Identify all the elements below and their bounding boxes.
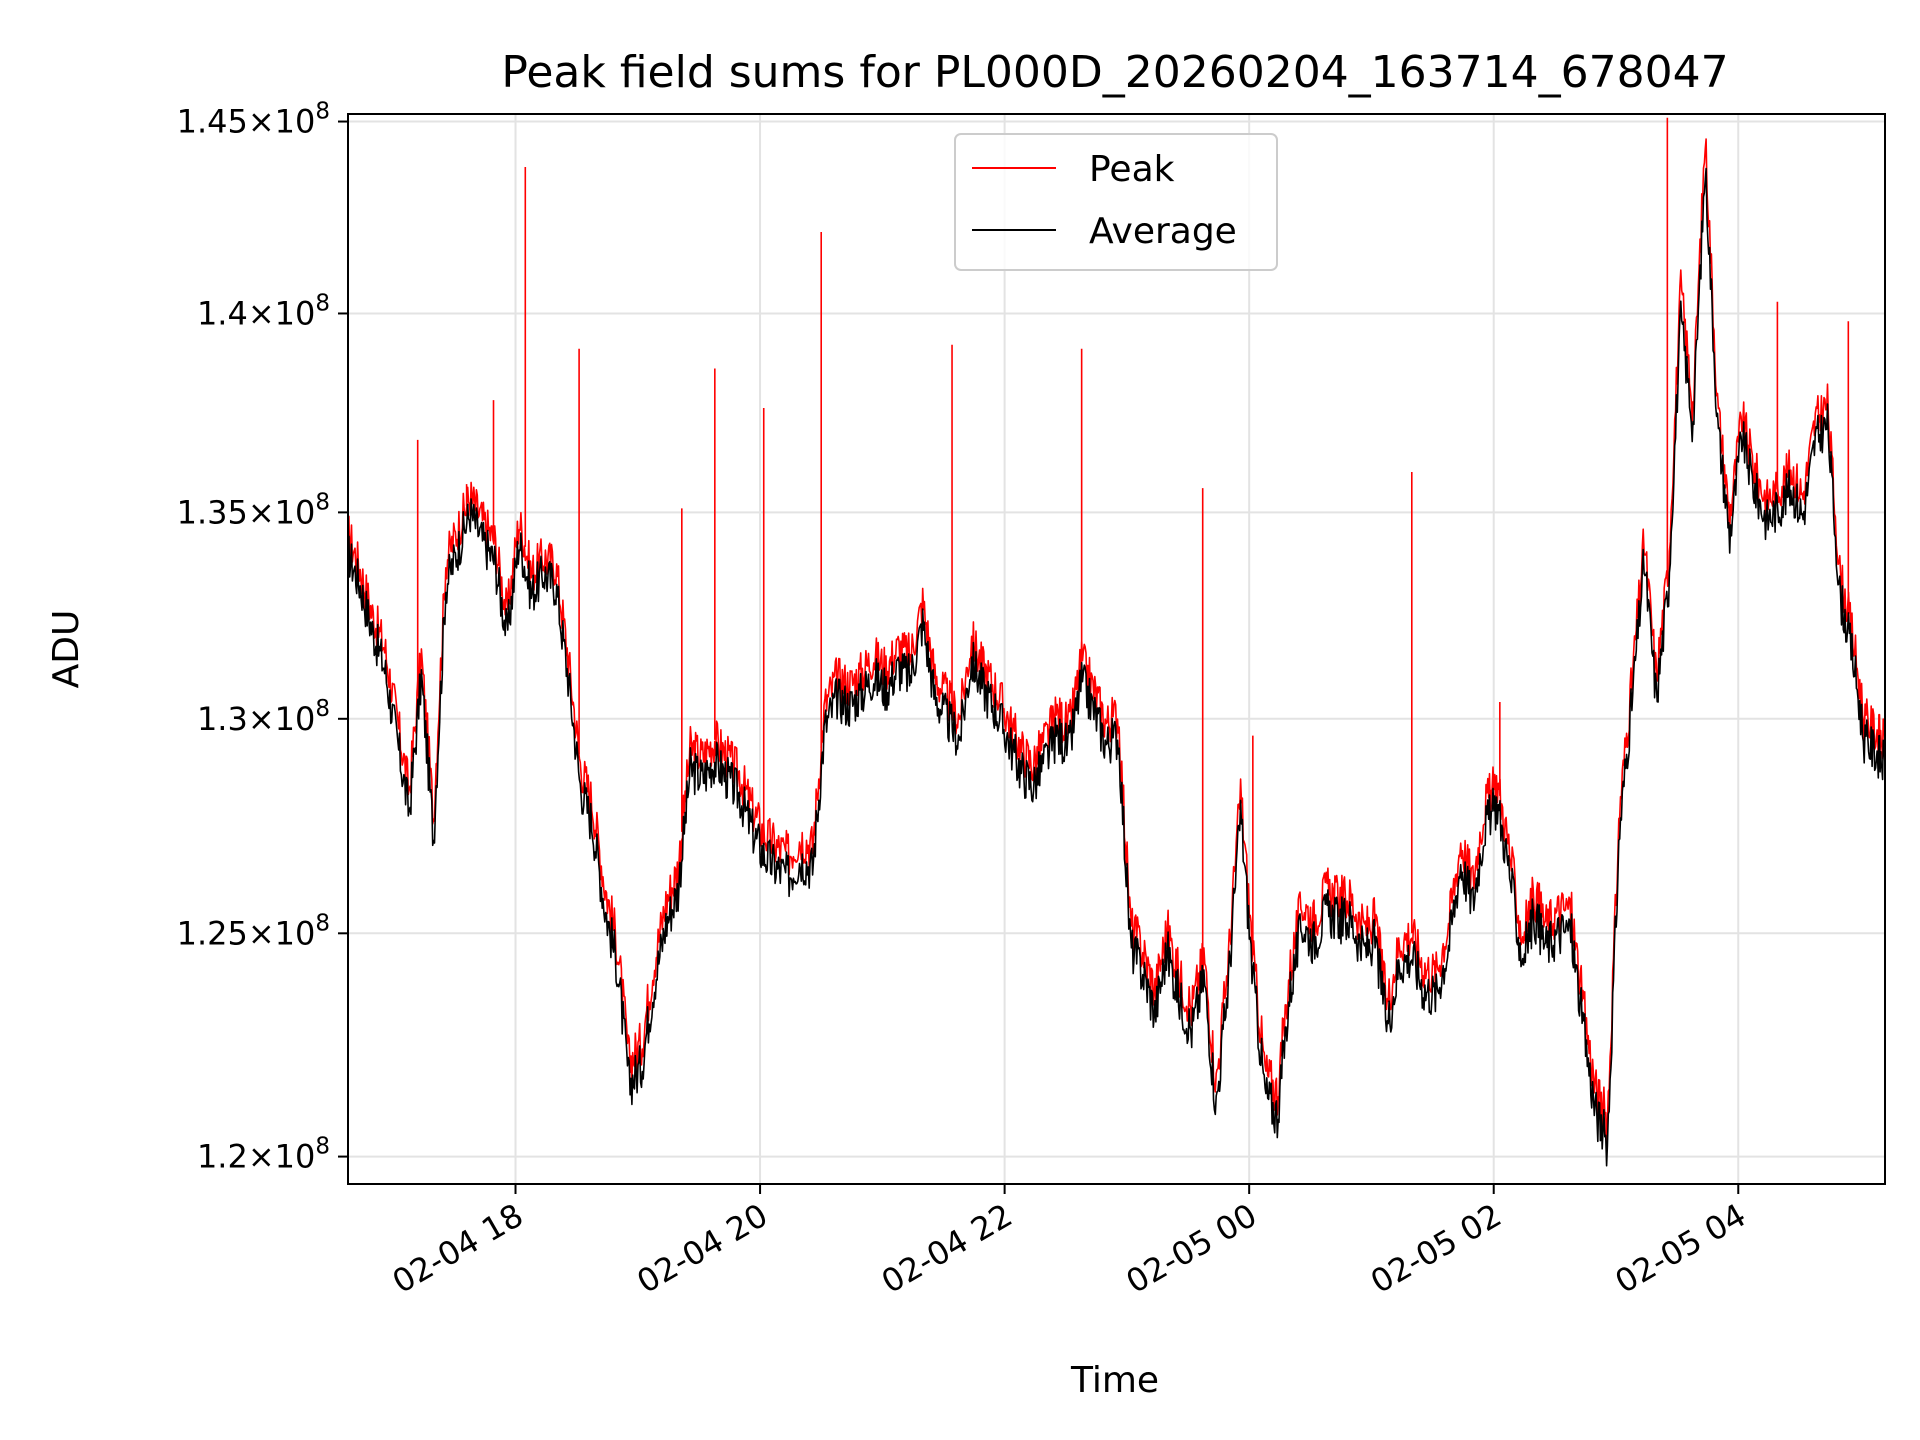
y-tick-exponent: 8 bbox=[315, 489, 330, 515]
legend-label-peak: Peak bbox=[1089, 149, 1175, 190]
y-tick-exponent: 8 bbox=[315, 910, 330, 936]
y-axis-label: ADU bbox=[46, 610, 87, 689]
y-tick-label: 1.4×108 bbox=[197, 290, 330, 332]
y-tick-exponent: 8 bbox=[315, 1134, 330, 1160]
y-tick-exponent: 8 bbox=[315, 290, 330, 316]
y-tick-mantissa: 1.45 bbox=[177, 103, 248, 141]
y-tick-mantissa: 1.4 bbox=[197, 294, 248, 332]
y-tick-label: 1.25×108 bbox=[177, 910, 330, 952]
series-group bbox=[348, 117, 1885, 1167]
series-line-average bbox=[348, 167, 1885, 1167]
y-tick-label: 1.45×108 bbox=[177, 99, 330, 141]
chart-title: Peak field sums for PL000D_20260204_1637… bbox=[501, 47, 1728, 98]
series-line-peak bbox=[348, 138, 1885, 1144]
y-axis: 1.2×1081.25×1081.3×1081.35×1081.4×1081.4… bbox=[177, 99, 348, 1176]
y-tick-label: 1.35×108 bbox=[177, 489, 330, 531]
x-axis-label: Time bbox=[1070, 1360, 1159, 1401]
y-tick-label: 1.2×108 bbox=[197, 1134, 330, 1176]
y-tick-exponent: 8 bbox=[315, 696, 330, 722]
y-tick-label: 1.3×108 bbox=[197, 696, 330, 738]
y-tick-mantissa: 1.2 bbox=[197, 1138, 248, 1176]
legend-label-average: Average bbox=[1089, 211, 1237, 252]
y-tick-exponent: 8 bbox=[315, 99, 330, 125]
grid bbox=[348, 114, 1885, 1184]
y-tick-mantissa: 1.35 bbox=[177, 493, 248, 531]
y-tick-mantissa: 1.3 bbox=[197, 700, 248, 738]
legend: Peak Average bbox=[954, 133, 1278, 271]
plot-frame bbox=[347, 113, 1886, 1185]
y-tick-mantissa: 1.25 bbox=[177, 914, 248, 952]
